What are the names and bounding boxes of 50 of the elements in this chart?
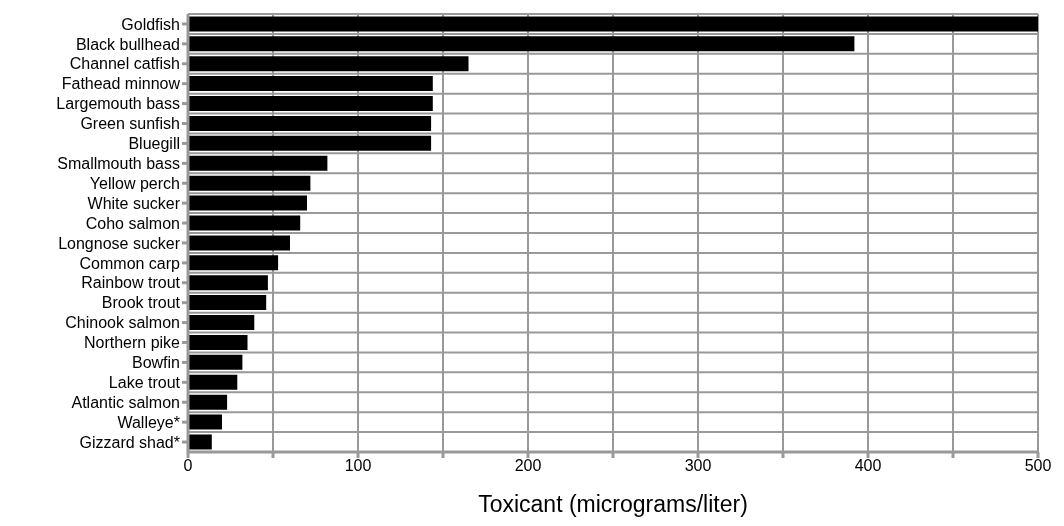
x-tick-label: 200	[514, 457, 542, 475]
y-tick-label: Fathead minnow	[61, 75, 181, 93]
y-tick-label: Gizzard shad*	[79, 433, 180, 451]
x-tick-label: 100	[344, 457, 372, 475]
y-tick-label: Northern pike	[83, 334, 181, 352]
bar	[188, 275, 268, 291]
y-tick-label: Coho salmon	[85, 214, 180, 232]
y-tick-label: White sucker	[87, 194, 181, 212]
bar	[188, 115, 432, 131]
y-tick-label: Lake trout	[108, 374, 181, 391]
y-tick-label: Largemouth bass	[56, 95, 180, 113]
bar	[188, 215, 301, 231]
bar	[188, 255, 279, 271]
bar	[188, 96, 433, 112]
bar	[188, 414, 222, 430]
y-tick-label: Channel catfish	[69, 55, 180, 73]
bar	[188, 374, 238, 390]
y-tick-label: Bowfin	[131, 354, 180, 372]
y-tick-label: Rainbow trout	[81, 274, 181, 292]
bar	[188, 354, 243, 370]
bar	[188, 56, 469, 72]
y-tick-label: Smallmouth bass	[57, 155, 180, 172]
bar	[188, 394, 228, 410]
y-tick-label: Black bullhead	[75, 35, 180, 53]
bar	[188, 295, 267, 311]
y-tick-label: Walleye*	[117, 413, 180, 431]
bar	[188, 155, 328, 171]
y-tick-label: Common carp	[79, 254, 181, 272]
bar	[188, 76, 433, 92]
y-tick-label: Goldfish	[121, 15, 180, 33]
bar	[188, 235, 290, 251]
y-tick-label: Bluegill	[128, 135, 180, 153]
bar	[188, 315, 255, 331]
y-tick-label: Longnose sucker	[58, 234, 181, 252]
bar	[188, 195, 307, 211]
y-tick-label: Brook trout	[101, 294, 181, 312]
x-tick-label: 0	[183, 457, 193, 475]
y-tick-label: Atlantic salmon	[71, 393, 180, 411]
x-tick-label: 300	[684, 457, 712, 475]
y-tick-label: Chinook salmon	[65, 314, 180, 332]
bar	[188, 334, 248, 350]
x-axis-title: Toxicant (micrograms/liter)	[478, 491, 748, 517]
bar	[188, 36, 855, 52]
y-tick-label: Yellow perch	[89, 174, 180, 192]
x-tick-label: 500	[1024, 457, 1052, 475]
bar	[188, 135, 432, 151]
bar	[188, 175, 311, 191]
x-tick-label: 400	[854, 457, 882, 475]
bar	[188, 434, 212, 450]
y-tick-label: Green sunfish	[80, 115, 180, 133]
